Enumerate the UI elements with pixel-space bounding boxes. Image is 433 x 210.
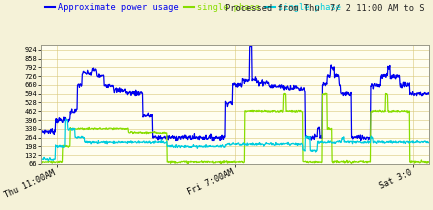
Line: single phase: single phase: [41, 93, 429, 164]
single phase: [333, 160, 339, 163]
single phase: [62, 144, 68, 147]
single phase: [286, 110, 291, 113]
Approximate power usage: [39, 128, 44, 130]
Legend: Approximate power usage, single phase, single phase: Approximate power usage, single phase, s…: [42, 0, 344, 16]
Approximate power usage: [173, 139, 178, 142]
Approximate power usage: [248, 44, 253, 47]
Approximate power usage: [265, 81, 270, 83]
single phase: [426, 160, 431, 163]
Approximate power usage: [333, 75, 339, 78]
single phase: [39, 161, 44, 163]
single phase: [63, 118, 68, 120]
single phase: [275, 143, 280, 145]
single phase: [333, 141, 339, 143]
Approximate power usage: [286, 89, 291, 91]
single phase: [373, 141, 378, 144]
single phase: [286, 143, 291, 145]
Approximate power usage: [62, 119, 68, 122]
single phase: [46, 160, 51, 162]
Approximate power usage: [373, 85, 378, 87]
Line: Approximate power usage: Approximate power usage: [41, 45, 429, 140]
Text: Processed from Thu  7/ 2 11:00 AM to S: Processed from Thu 7/ 2 11:00 AM to S: [225, 3, 424, 12]
single phase: [274, 110, 279, 113]
single phase: [373, 110, 378, 113]
single phase: [323, 92, 328, 94]
Approximate power usage: [275, 85, 280, 88]
single phase: [264, 110, 269, 112]
single phase: [185, 162, 191, 165]
single phase: [265, 142, 270, 145]
Line: single phase: single phase: [41, 119, 429, 161]
Approximate power usage: [426, 91, 431, 94]
single phase: [39, 158, 44, 160]
single phase: [63, 119, 68, 122]
single phase: [426, 141, 431, 144]
